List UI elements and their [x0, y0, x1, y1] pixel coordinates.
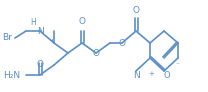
Text: Br: Br — [2, 33, 12, 43]
Text: O: O — [36, 60, 43, 69]
Text: ⁻: ⁻ — [175, 61, 179, 69]
Text: N: N — [133, 71, 139, 80]
Text: O: O — [119, 38, 125, 47]
Text: O: O — [93, 48, 99, 58]
Text: O: O — [163, 71, 170, 80]
Text: H: H — [30, 18, 36, 27]
Text: H₂N: H₂N — [3, 70, 20, 79]
Text: N: N — [37, 26, 43, 36]
Text: ,: , — [50, 33, 54, 43]
Text: +: + — [148, 71, 154, 77]
Text: O: O — [78, 17, 85, 26]
Text: O: O — [132, 6, 140, 15]
